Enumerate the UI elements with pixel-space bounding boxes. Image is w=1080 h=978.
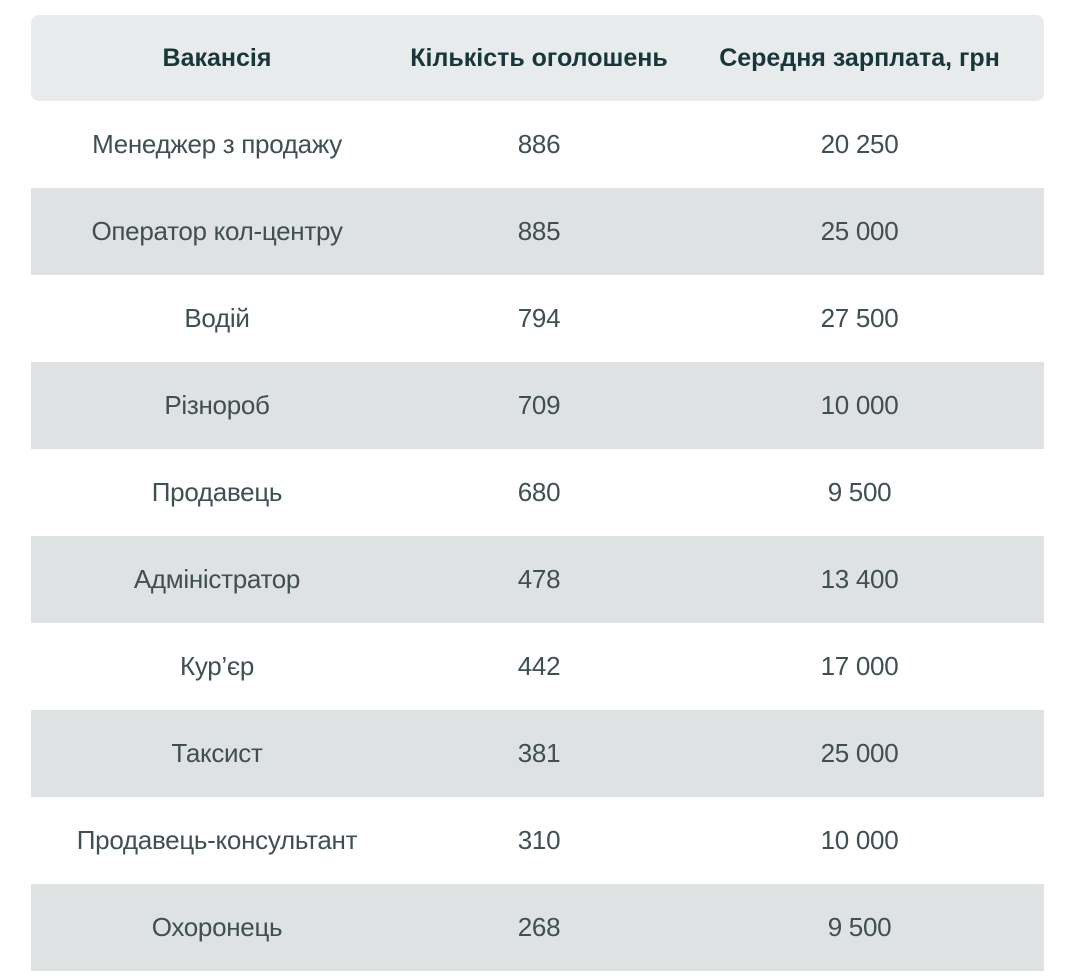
- cell-ad-count: 794: [517, 303, 561, 333]
- cell-ad-count: 310: [517, 825, 561, 855]
- table-row: Різнороб 709 10 000: [31, 362, 1044, 449]
- table-row: Продавець 680 9 500: [31, 449, 1044, 536]
- table-header: Вакансія Кількість оголошень Середня зар…: [31, 15, 1044, 101]
- cell-avg-salary: 25 000: [820, 738, 899, 768]
- table-row: Кур’єр 442 17 000: [31, 623, 1044, 710]
- cell-ad-count: 885: [517, 216, 561, 246]
- header-avg-salary: Середня зарплата, грн: [719, 43, 1000, 72]
- cell-vacancy: Таксист: [171, 738, 263, 768]
- cell-avg-salary: 25 000: [820, 216, 899, 246]
- cell-vacancy: Продавець-консультант: [76, 825, 358, 855]
- cell-vacancy: Водій: [184, 303, 250, 333]
- table-row: Охоронець 268 9 500: [31, 884, 1044, 971]
- table-row: Таксист 381 25 000: [31, 710, 1044, 797]
- cell-vacancy: Адміністратор: [133, 564, 301, 594]
- cell-vacancy: Менеджер з продажу: [92, 129, 342, 159]
- cell-ad-count: 709: [517, 390, 561, 420]
- cell-avg-salary: 10 000: [820, 390, 899, 420]
- vacancies-table: Вакансія Кількість оголошень Середня зар…: [31, 15, 1044, 971]
- table-row: Водій 794 27 500: [31, 275, 1044, 362]
- cell-vacancy: Кур’єр: [179, 651, 255, 681]
- cell-avg-salary: 20 250: [820, 129, 899, 159]
- header-vacancy: Вакансія: [162, 43, 272, 72]
- cell-avg-salary: 17 000: [820, 651, 899, 681]
- cell-avg-salary: 9 500: [827, 477, 892, 507]
- cell-vacancy: Охоронець: [151, 912, 283, 942]
- cell-ad-count: 381: [517, 738, 561, 768]
- cell-ad-count: 478: [517, 564, 561, 594]
- cell-ad-count: 886: [517, 129, 561, 159]
- cell-vacancy: Оператор кол-центру: [91, 216, 343, 246]
- cell-ad-count: 442: [517, 651, 561, 681]
- table-row: Продавець-консультант 310 10 000: [31, 797, 1044, 884]
- cell-ad-count: 268: [517, 912, 561, 942]
- cell-avg-salary: 27 500: [820, 303, 899, 333]
- header-ad-count: Кількість оголошень: [410, 43, 668, 72]
- cell-vacancy: Продавець: [151, 477, 283, 507]
- cell-ad-count: 680: [517, 477, 561, 507]
- table-row: Адміністратор 478 13 400: [31, 536, 1044, 623]
- cell-avg-salary: 13 400: [820, 564, 899, 594]
- table-row: Оператор кол-центру 885 25 000: [31, 188, 1044, 275]
- cell-avg-salary: 9 500: [827, 912, 892, 942]
- cell-avg-salary: 10 000: [820, 825, 899, 855]
- cell-vacancy: Різнороб: [164, 390, 270, 420]
- table-row: Менеджер з продажу 886 20 250: [31, 101, 1044, 188]
